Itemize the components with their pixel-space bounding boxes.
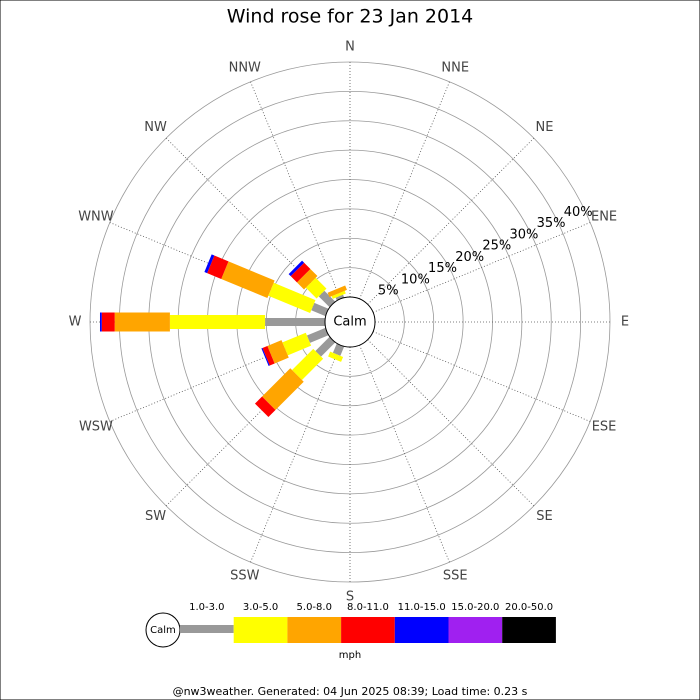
legend-label: 5.0-8.0 [297, 602, 332, 613]
bar-segment [292, 348, 324, 380]
direction-label: E [621, 315, 629, 330]
bar-segment [207, 255, 229, 279]
direction-label: S [346, 590, 354, 605]
direction-label: SSE [443, 569, 468, 584]
spoke [250, 81, 341, 300]
r-tick-label: 5% [378, 284, 399, 299]
spoke [250, 344, 341, 563]
unit-label: mph [339, 650, 361, 661]
bar-segment [327, 285, 347, 298]
r-tick-label: 15% [428, 261, 457, 276]
legend-label: 8.0-11.0 [347, 602, 389, 613]
direction-label: SSW [230, 569, 260, 584]
spoke [367, 137, 535, 305]
direction-label: SE [536, 509, 552, 524]
direction-label: NE [535, 120, 553, 135]
spoke [359, 81, 450, 300]
legend-label: 1.0-3.0 [189, 602, 224, 613]
bar-segment [328, 351, 344, 362]
direction-label: WNW [78, 209, 114, 224]
spoke [367, 339, 535, 507]
r-tick-label: 35% [537, 216, 566, 231]
bar-segment [114, 312, 170, 332]
bar-segment [296, 268, 318, 290]
calm-label: Calm [333, 315, 366, 330]
bar-segment [288, 260, 305, 277]
bar-segment [265, 318, 325, 326]
direction-label: ESE [592, 420, 617, 435]
direction-label: W [69, 315, 82, 330]
direction-label: ENE [591, 209, 617, 224]
direction-label: NW [144, 120, 167, 135]
bar-segment [290, 262, 311, 283]
bar-segment [254, 396, 276, 418]
r-tick-label: 40% [564, 205, 593, 220]
footer: @nw3weather. Generated: 04 Jun 2025 08:3… [173, 685, 528, 698]
spoke [372, 222, 591, 313]
bar-segment [221, 261, 275, 299]
legend-swatch [448, 617, 503, 643]
bar-segment [318, 290, 336, 308]
legend-swatch [341, 617, 395, 643]
legend-swatch [502, 617, 556, 643]
direction-label: NNE [441, 60, 469, 75]
r-tick-label: 25% [482, 239, 511, 254]
legend-calm-label: Calm [150, 625, 176, 636]
bar-segment [331, 290, 346, 299]
bar-segment [267, 340, 289, 364]
bar-segment [315, 336, 336, 357]
calm-circle [324, 296, 376, 348]
legend-label: 3.0-5.0 [243, 602, 278, 613]
legend-label: 11.0-15.0 [398, 602, 446, 613]
chart-title: Wind rose for 23 Jan 2014 [227, 6, 474, 28]
r-tick-label: 30% [509, 227, 538, 242]
bar-segment [262, 368, 304, 410]
bar-segment [306, 327, 329, 343]
bar-segment [99, 312, 102, 332]
direction-label: NNW [229, 60, 261, 75]
bar-segment [204, 254, 215, 274]
bar-segment [305, 277, 327, 299]
direction-label: SW [145, 509, 166, 524]
legend-swatch [287, 617, 342, 643]
bar-segment [169, 315, 266, 329]
direction-label: N [345, 40, 355, 55]
bar-segment [261, 347, 270, 366]
bar-segment [282, 332, 312, 356]
bar-segment [335, 294, 345, 301]
spoke [372, 331, 591, 422]
legend-swatch [180, 625, 234, 633]
legend-swatch [233, 617, 288, 643]
r-tick-label: 10% [401, 272, 430, 287]
legend-label: 20.0-50.0 [505, 602, 553, 613]
bar-segment [311, 302, 329, 317]
r-tick-label: 20% [455, 250, 484, 265]
bar-segment [332, 343, 345, 356]
bar-segment [268, 282, 316, 314]
bar-segment [262, 345, 275, 366]
legend-label: 15.0-20.0 [451, 602, 499, 613]
spoke [359, 344, 450, 563]
legend-swatch [394, 617, 449, 643]
bar-segment [101, 312, 115, 332]
direction-label: WSW [79, 420, 113, 435]
